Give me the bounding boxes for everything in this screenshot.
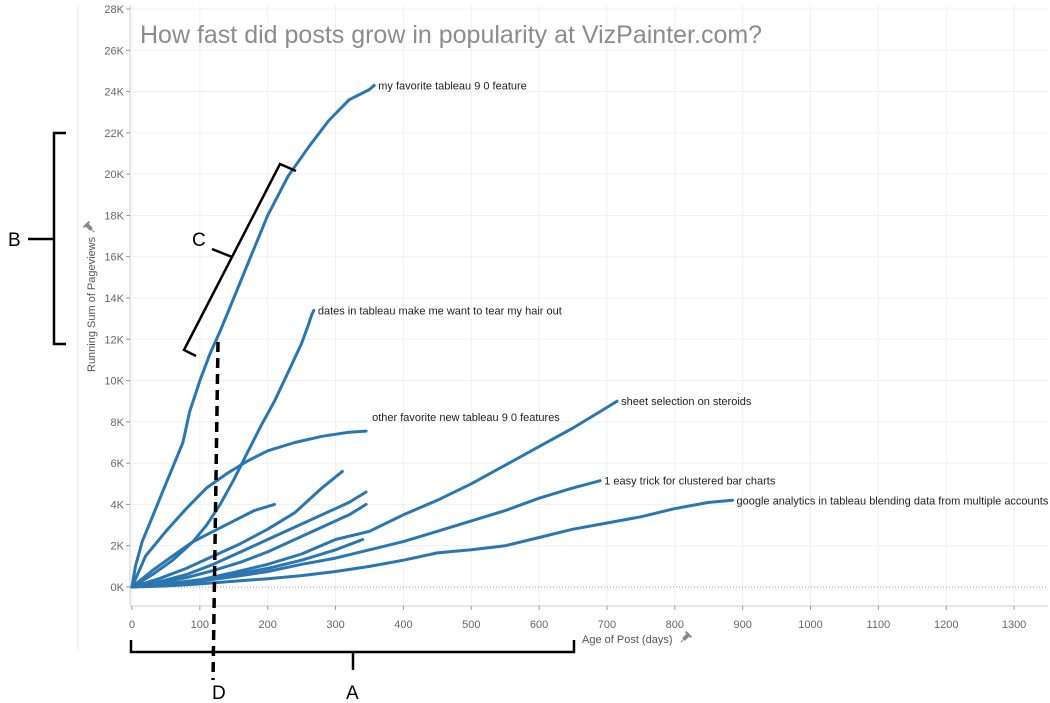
bracket-c: [182, 162, 297, 358]
y-tick-label: 6K: [111, 458, 125, 470]
series-line-9: [130, 502, 368, 589]
bracket-a: [129, 640, 576, 654]
series-line-7: [130, 469, 344, 589]
annotation-letter-b: B: [8, 230, 21, 251]
x-axis-label: Age of Post (days): [582, 634, 673, 646]
y-tick-label: 16K: [104, 252, 124, 264]
y-tick-label: 24K: [104, 87, 124, 99]
annotation-letter-c: C: [192, 230, 206, 251]
x-tick-label: 800: [666, 619, 684, 631]
x-tick-label: 1000: [798, 619, 822, 631]
series-label: google analytics in tableau blending dat…: [736, 495, 1048, 507]
x-tick-label: 400: [394, 619, 412, 631]
x-tick-label: 0: [129, 619, 135, 631]
series-lines: [130, 83, 734, 589]
chart-title: How fast did posts grow in popularity at…: [140, 21, 762, 49]
y-tick-labels: 0K 2K 4K 6K 8K 10K 12K 14K 16K 18K 20K 22K 24K 26K 28K: [104, 4, 130, 594]
series-line-8: [130, 490, 368, 589]
y-tick-label: 22K: [104, 128, 124, 140]
series-labels: my favorite tableau 9 0 feature dates in …: [318, 80, 1049, 507]
dashed-line-d: [211, 341, 220, 681]
x-tick-label: 1300: [1002, 619, 1026, 631]
x-tick-label: 100: [191, 619, 209, 631]
x-tick-label: 600: [530, 619, 548, 631]
bracket-b: [52, 131, 66, 346]
x-tick-labels: 0 100 200 300 400 500 600 700 800 900 1000 1100 1200…: [129, 606, 1026, 631]
series-label: 1 easy trick for clustered bar charts: [604, 476, 776, 488]
series-label: other favorite new tableau 9 0 features: [372, 412, 560, 424]
y-tick-label: 4K: [111, 499, 125, 511]
series-line-4: [130, 479, 602, 589]
y-axis-label: Running Sum of Pageviews: [86, 236, 98, 372]
y-tick-label: 26K: [104, 45, 124, 57]
series-line-10: [130, 538, 365, 589]
annotation-letter-d: D: [212, 683, 226, 703]
y-tick-label: 12K: [104, 334, 124, 346]
series-line-2: [130, 429, 368, 589]
y-tick-label: 14K: [104, 293, 124, 305]
x-axis-pin-icon[interactable]: [678, 630, 693, 645]
gridlines: [130, 5, 1048, 606]
x-tick-label: 500: [462, 619, 480, 631]
bracket-c-pointer: [211, 247, 233, 259]
y-tick-label: 2K: [111, 541, 125, 553]
x-tick-label: 1100: [867, 619, 891, 631]
y-tick-label: 18K: [104, 210, 124, 222]
series-label: my favorite tableau 9 0 feature: [378, 80, 527, 92]
x-tick-label: 900: [733, 619, 751, 631]
y-tick-label: 0K: [111, 582, 125, 594]
series-line-6: [130, 502, 276, 589]
y-tick-label: 28K: [104, 4, 124, 16]
series-line-0: [130, 83, 376, 589]
x-tick-label: 300: [326, 619, 344, 631]
y-axis-pin-icon[interactable]: [82, 220, 97, 235]
series-label: dates in tableau make me want to tear my…: [318, 305, 562, 317]
annotation-labels: A B C D: [8, 230, 359, 703]
y-tick-label: 20K: [104, 169, 124, 181]
series-line-1: [130, 308, 316, 589]
y-tick-label: 8K: [111, 417, 125, 429]
series-label: sheet selection on steroids: [621, 396, 752, 408]
annotation-letter-a: A: [346, 683, 359, 703]
x-tick-label: 200: [259, 619, 277, 631]
series-line-3: [130, 399, 619, 589]
x-tick-label: 700: [598, 619, 616, 631]
y-tick-label: 10K: [104, 376, 124, 388]
x-tick-label: 1200: [934, 619, 958, 631]
annotation-overlays: [28, 131, 576, 681]
series-line-5: [130, 498, 734, 589]
